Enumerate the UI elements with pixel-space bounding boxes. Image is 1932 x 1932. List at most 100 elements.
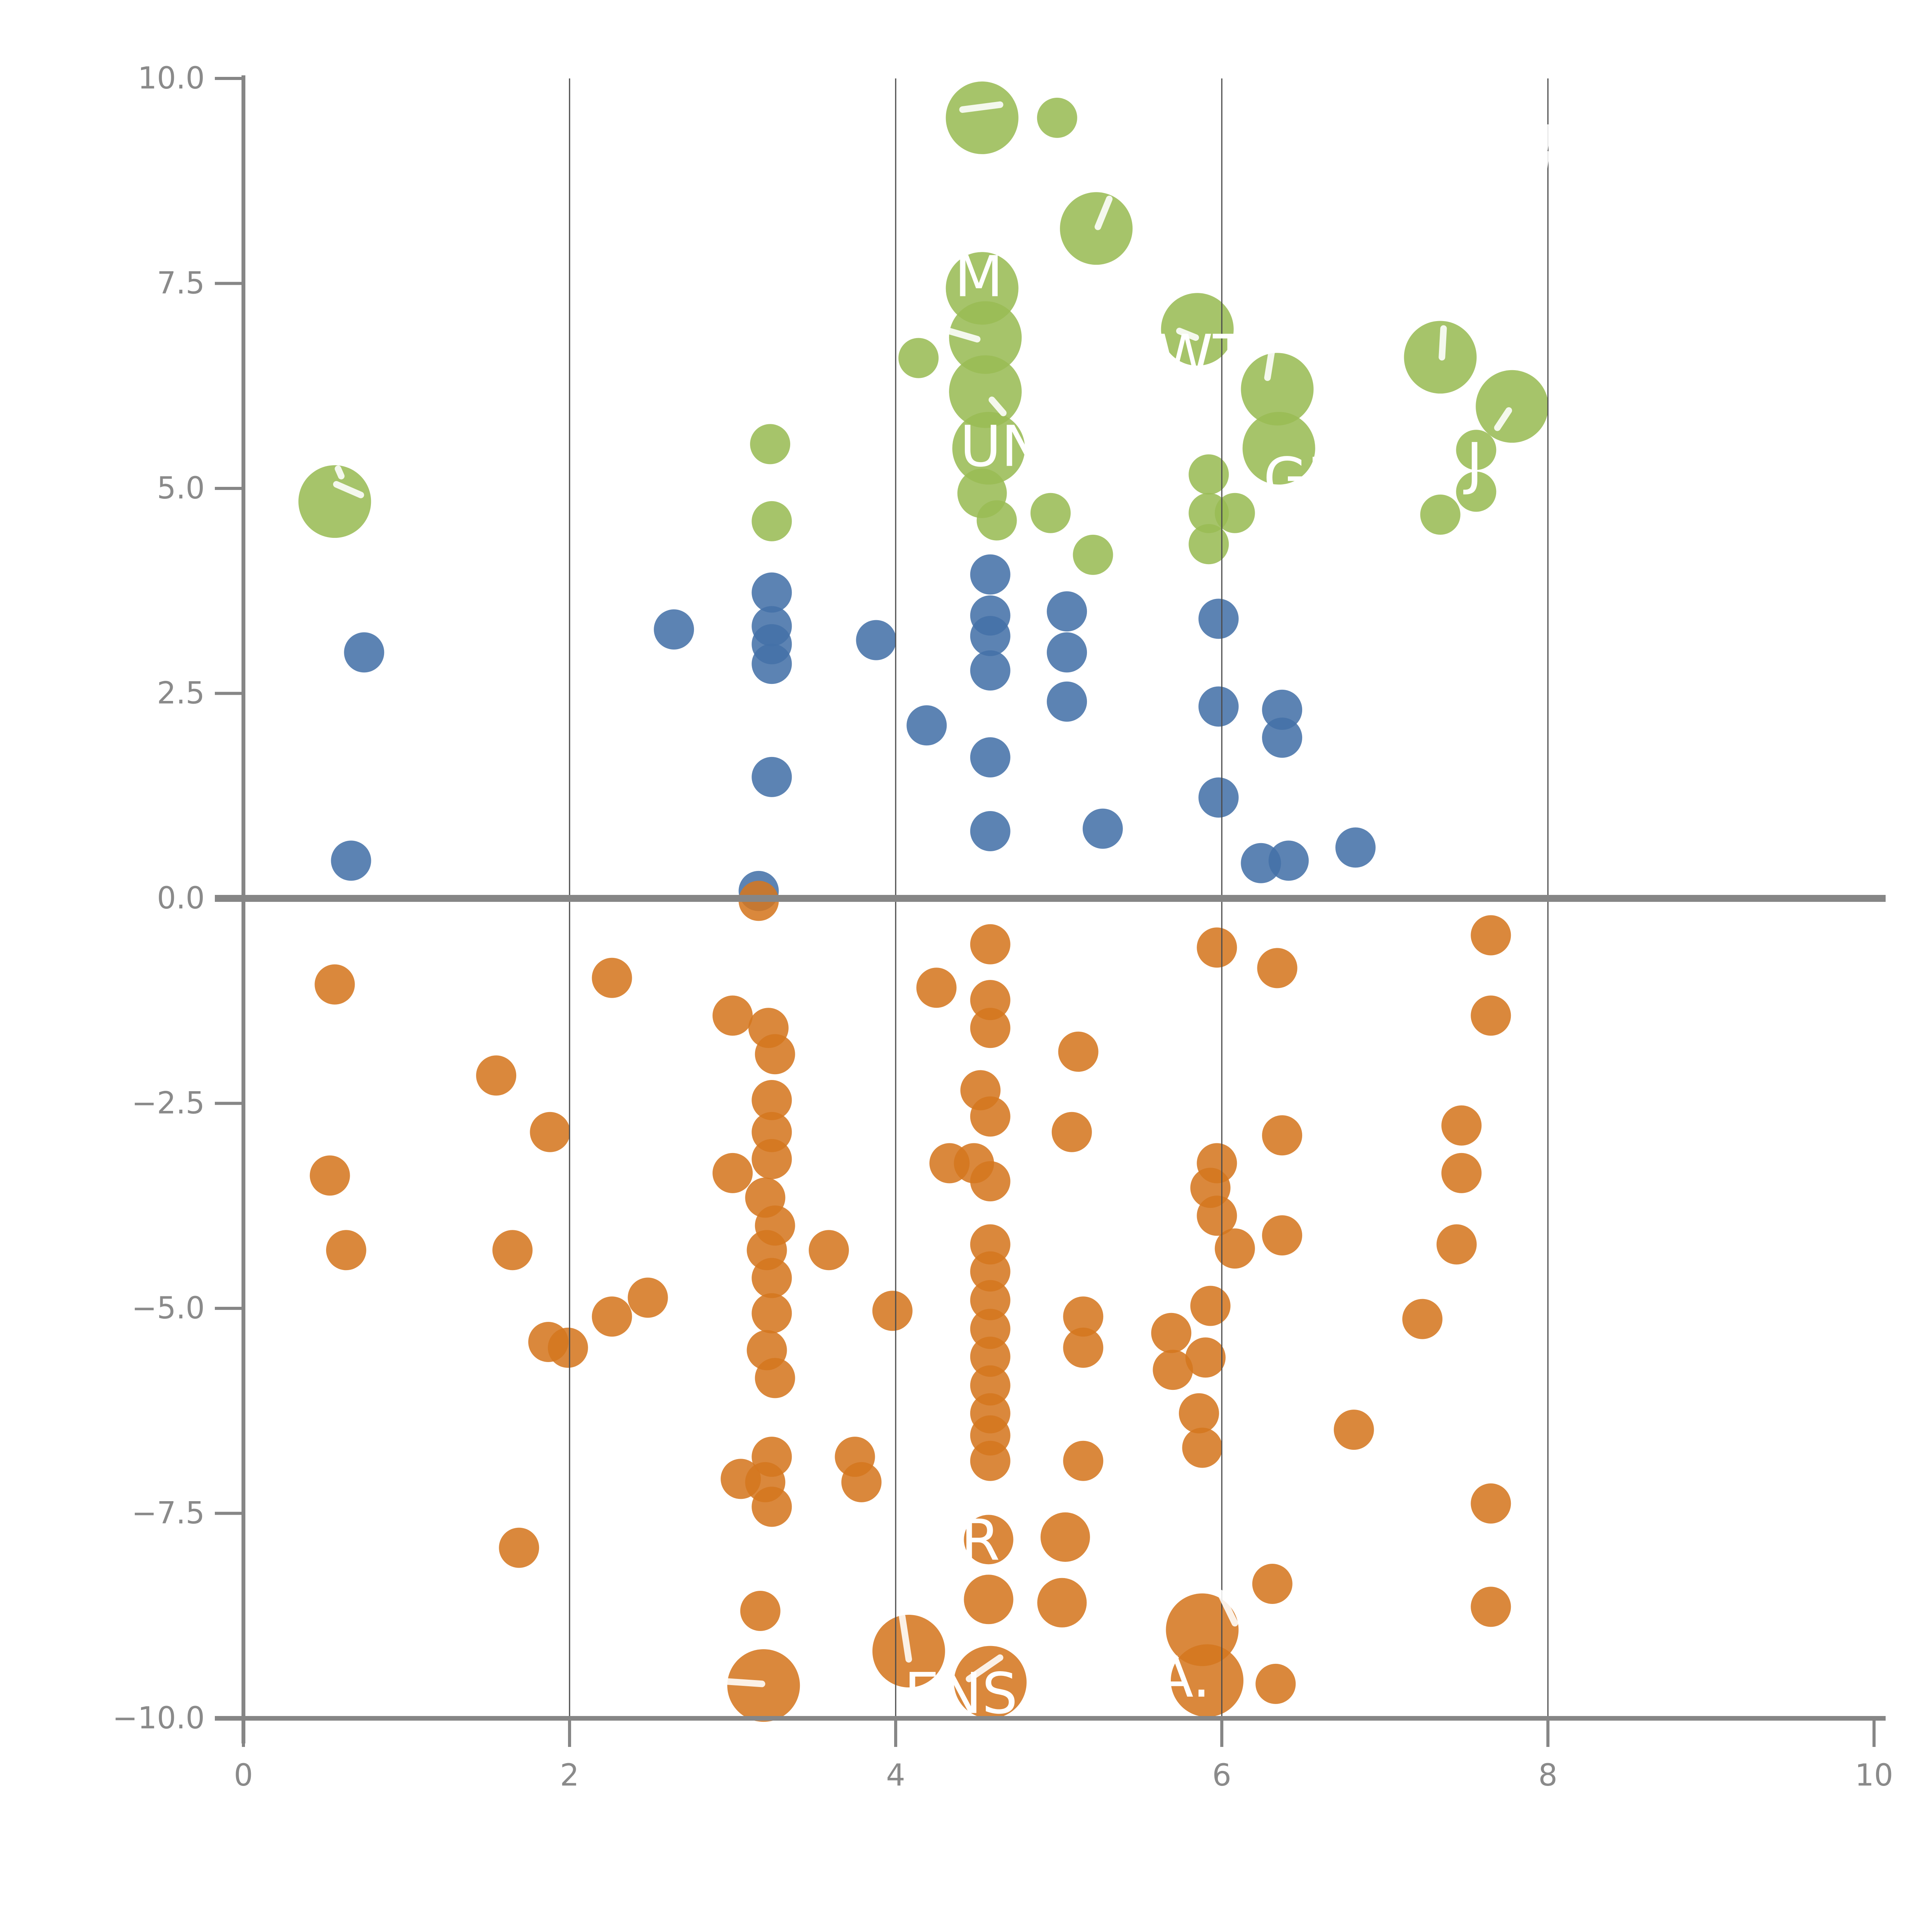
data-point-blue xyxy=(1082,808,1123,849)
data-point-green xyxy=(1189,454,1229,495)
annotation-label-WT: WT xyxy=(1157,323,1248,388)
data-point-green xyxy=(750,424,791,464)
data-point-orange xyxy=(841,1462,882,1502)
data-point-orange xyxy=(1471,1587,1511,1627)
y-tick-label-2.5: 2.5 xyxy=(157,676,205,711)
data-point-orange xyxy=(1471,995,1511,1036)
annotation-fragment-4 xyxy=(943,327,981,343)
data-point-orange xyxy=(1179,1393,1219,1434)
data-point-orange xyxy=(970,1096,1010,1137)
data-point-orange xyxy=(1171,1644,1243,1717)
data-point-blue xyxy=(1262,689,1303,730)
data-point-green xyxy=(976,500,1017,541)
data-point-orange xyxy=(1471,915,1511,956)
data-point-blue xyxy=(1262,718,1303,758)
data-point-orange xyxy=(1471,1483,1511,1524)
annotation-label-R: R xyxy=(961,1508,1000,1573)
data-point-orange xyxy=(326,1230,366,1270)
annotation-fragment-1 xyxy=(335,465,345,480)
data-point-orange xyxy=(970,1309,1010,1349)
y-tick-label--5: −5.0 xyxy=(132,1291,205,1326)
data-point-blue xyxy=(331,840,371,881)
data-point-blue xyxy=(344,632,384,673)
data-point-blue xyxy=(1047,632,1087,673)
data-point-green xyxy=(1161,293,1234,366)
data-point-orange xyxy=(1262,1215,1303,1256)
data-point-orange xyxy=(740,1591,781,1631)
annotation-fragment-14 xyxy=(1541,124,1551,152)
y-tick-label-5: 5.0 xyxy=(157,471,205,506)
data-point-orange xyxy=(1063,1296,1104,1337)
data-point-blue xyxy=(752,644,792,684)
data-point-orange xyxy=(970,1161,1010,1202)
data-point-green xyxy=(1241,353,1314,426)
data-point-orange xyxy=(548,1327,588,1368)
data-point-green xyxy=(1189,524,1229,565)
x-tick-label-6: 6 xyxy=(1212,1758,1231,1793)
data-point-orange xyxy=(310,1155,350,1196)
annotation-fragment-3 xyxy=(1094,196,1113,230)
data-point-blue xyxy=(1198,686,1239,727)
data-point-orange xyxy=(970,1337,1010,1377)
data-point-orange xyxy=(916,968,957,1008)
data-point-orange xyxy=(1063,1327,1104,1368)
annotation-label-A.: A. xyxy=(1155,1645,1211,1710)
data-point-blue xyxy=(1047,591,1087,632)
data-point-orange xyxy=(1402,1299,1443,1339)
data-point-orange xyxy=(1153,1350,1193,1390)
x-tick-label-0: 0 xyxy=(234,1758,253,1793)
data-point-orange xyxy=(1214,1228,1255,1269)
annotation-fragment-13 xyxy=(966,1654,1003,1682)
data-point-green xyxy=(1456,471,1497,512)
data-point-blue xyxy=(906,705,947,746)
data-point-green xyxy=(1456,430,1497,470)
annotation-fragment-2 xyxy=(959,101,1003,113)
data-point-green xyxy=(1073,534,1113,575)
data-point-green xyxy=(1214,493,1255,533)
data-point-orange xyxy=(1197,1196,1237,1236)
annotation-fragment-7 xyxy=(1264,344,1276,381)
data-point-blue xyxy=(1198,599,1239,639)
annotation-fragment-10 xyxy=(899,1613,912,1663)
data-point-orange xyxy=(970,1280,1010,1320)
data-point-green xyxy=(1476,370,1549,443)
data-point-blue xyxy=(970,737,1010,777)
data-point-orange xyxy=(970,980,1010,1020)
data-point-orange xyxy=(809,1230,849,1270)
data-point-green xyxy=(898,338,939,378)
data-point-orange xyxy=(1037,1578,1087,1628)
data-point-blue xyxy=(1269,840,1309,881)
data-point-orange xyxy=(713,1153,753,1193)
x-tick-label-2: 2 xyxy=(560,1758,579,1793)
data-point-orange xyxy=(1197,927,1237,968)
data-point-orange xyxy=(1257,948,1298,988)
data-point-orange xyxy=(315,964,355,1005)
data-point-green xyxy=(752,501,792,541)
data-point-blue xyxy=(1047,681,1087,722)
data-point-orange xyxy=(1185,1337,1226,1378)
data-point-orange xyxy=(970,924,1010,964)
data-point-blue xyxy=(654,609,694,650)
y-tick-label--2.5: −2.5 xyxy=(132,1086,205,1121)
data-point-orange xyxy=(755,1034,795,1075)
data-point-orange xyxy=(755,1358,795,1398)
data-point-orange xyxy=(476,1055,517,1096)
data-point-orange xyxy=(1051,1112,1092,1152)
data-point-green xyxy=(298,465,371,538)
y-tick-label-10: 10.0 xyxy=(138,61,205,96)
data-point-orange xyxy=(970,1008,1010,1048)
annotation-label-GI: GI xyxy=(1264,446,1324,512)
data-point-orange xyxy=(713,995,753,1036)
data-point-orange xyxy=(1151,1313,1192,1353)
data-point-orange xyxy=(592,1296,632,1337)
data-point-orange xyxy=(970,1251,1010,1292)
data-point-orange xyxy=(964,1575,1014,1624)
data-point-blue xyxy=(970,650,1010,691)
data-point-orange xyxy=(592,957,632,998)
data-point-orange xyxy=(1262,1115,1303,1156)
data-point-orange xyxy=(1252,1564,1293,1604)
data-point-blue xyxy=(970,616,1010,656)
data-point-orange xyxy=(872,1291,913,1331)
